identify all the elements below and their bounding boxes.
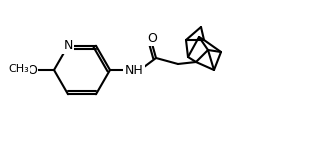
Text: O: O — [147, 32, 157, 45]
Text: CH₃: CH₃ — [9, 64, 29, 74]
Text: N: N — [63, 39, 73, 52]
Text: O: O — [27, 63, 37, 76]
Text: NH: NH — [125, 63, 143, 76]
